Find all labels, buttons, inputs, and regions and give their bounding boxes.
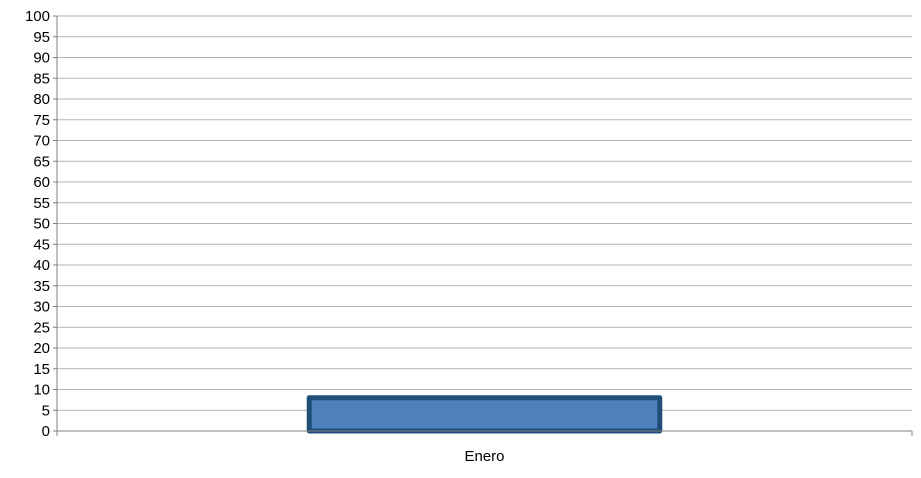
y-tick-label: 45 — [33, 236, 50, 253]
y-tick-label: 70 — [33, 133, 50, 150]
x-tick-label: Enero — [464, 448, 504, 465]
y-tick-label: 100 — [25, 8, 50, 25]
y-tick-label: 75 — [33, 112, 50, 129]
y-tick-label: 65 — [33, 153, 50, 170]
y-tick-label: 60 — [33, 174, 50, 191]
bars-layer — [306, 395, 663, 434]
y-tick-label: 50 — [33, 216, 50, 233]
y-tick-label: 90 — [33, 50, 50, 67]
y-tick-label: 15 — [33, 361, 50, 378]
y-tick-label: 25 — [33, 319, 50, 336]
y-tick-label: 0 — [42, 423, 50, 440]
y-tick-label: 40 — [33, 257, 50, 274]
x-axis-ticks: Enero — [56, 431, 913, 465]
y-tick-label: 80 — [33, 91, 50, 108]
y-tick-label: 20 — [33, 340, 50, 357]
y-tick-label: 95 — [33, 29, 50, 46]
y-tick-label: 5 — [42, 402, 50, 419]
y-axis-ticks: 0 5 10 15 20 25 30 35 40 45 50 55 60 65 70 75 80 85 90 95 10… — [25, 8, 57, 440]
y-tick-label: 30 — [33, 299, 50, 316]
y-tick-label: 10 — [33, 382, 50, 399]
y-tick-label: 35 — [33, 278, 50, 295]
axes-layer — [56, 16, 912, 432]
y-tick-label: 55 — [33, 195, 50, 212]
y-tick-label: 85 — [33, 70, 50, 87]
bar-enero — [306, 395, 663, 434]
grid-layer — [57, 15, 912, 411]
